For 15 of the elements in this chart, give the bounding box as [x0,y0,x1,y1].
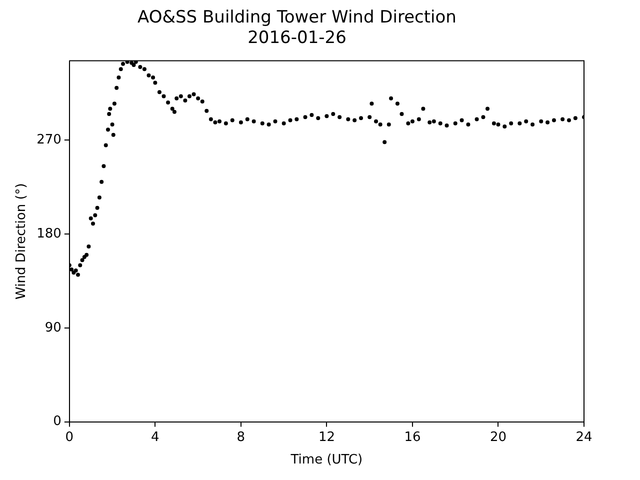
chart-title: AO&SS Building Tower Wind Direction [138,8,456,28]
y-axis-title: Wind Direction (°) [14,183,30,300]
y-tick-label: 0 [53,414,62,430]
x-axis-title: Time (UTC) [290,452,363,468]
x-tick-label: 24 [576,430,592,445]
y-tick-label: 270 [36,132,62,148]
x-tick-label: 0 [65,430,74,445]
x-tick-label: 4 [151,430,160,445]
x-tick-label: 8 [236,430,246,445]
y-tick-label: 180 [36,226,62,242]
chart-subtitle: 2016-01-26 [248,28,346,48]
y-tick-label: 90 [44,320,62,336]
x-tick-label: 16 [404,430,421,445]
x-tick-label: 20 [490,430,507,445]
x-tick-label: 12 [318,430,335,445]
